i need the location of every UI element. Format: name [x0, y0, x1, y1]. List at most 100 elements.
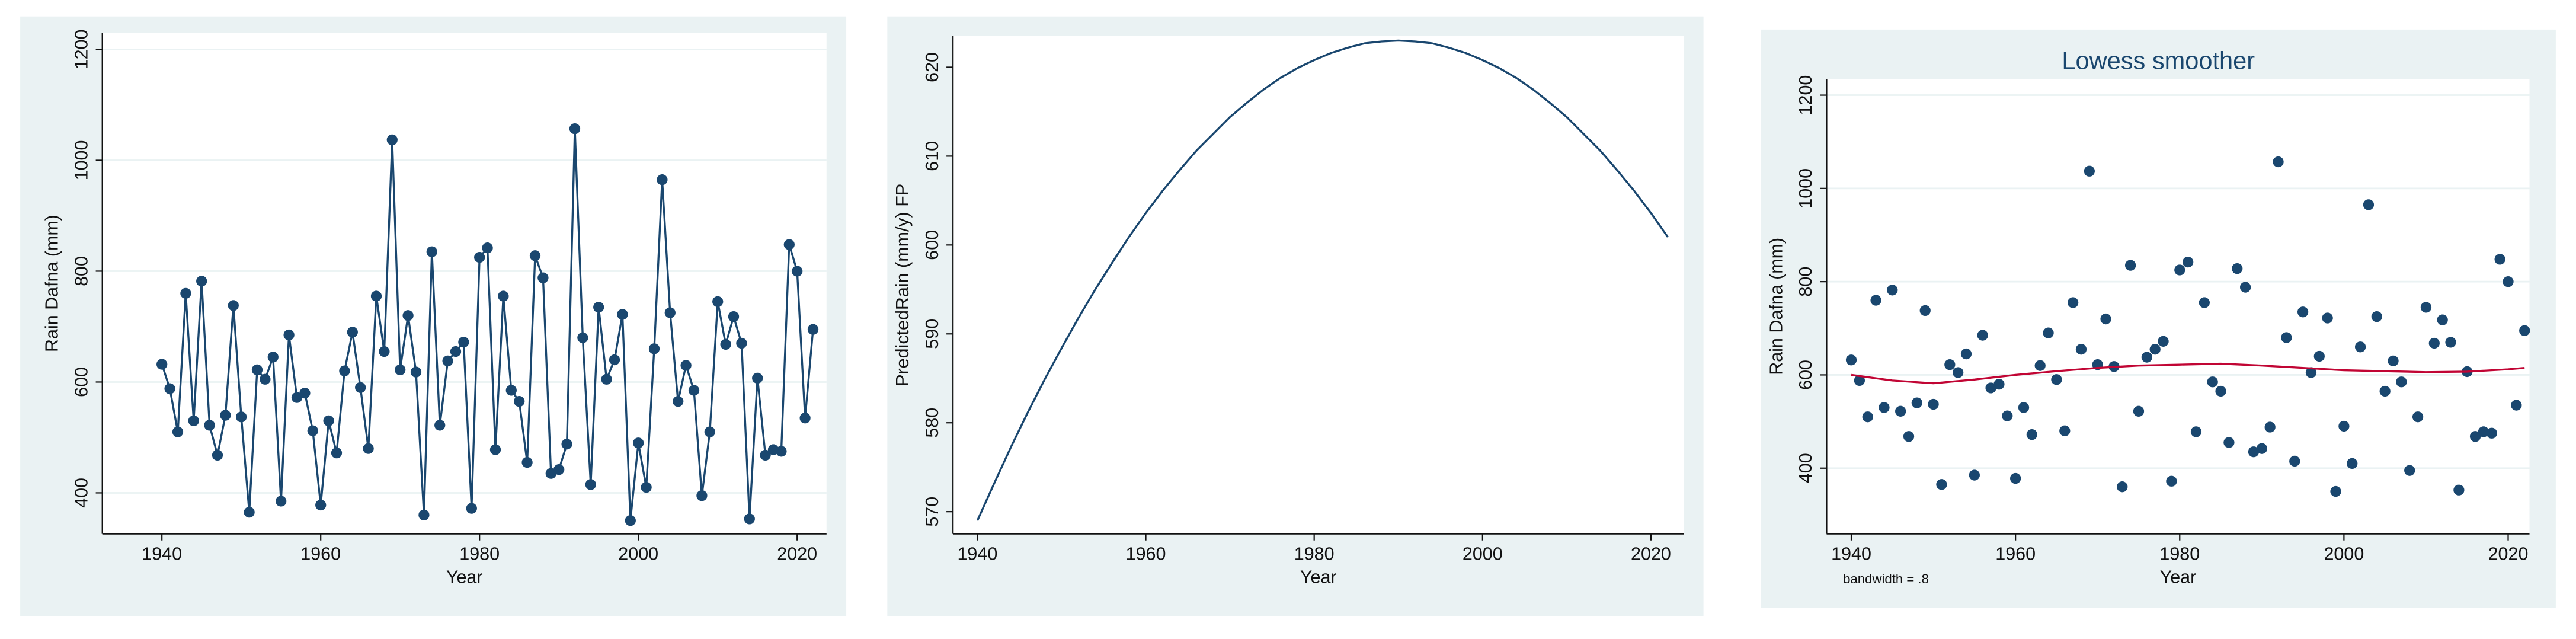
data-point: [482, 242, 493, 254]
data-point: [474, 251, 485, 263]
data-point: [180, 287, 191, 299]
data-point: [569, 123, 581, 135]
data-point: [2084, 165, 2095, 177]
x-axis-title: Year: [446, 567, 483, 587]
data-point: [2051, 374, 2062, 385]
y-tick-label: 800: [71, 256, 91, 286]
data-point: [593, 302, 604, 313]
data-point: [498, 290, 509, 302]
x-tick-label: 1940: [142, 544, 182, 564]
data-point: [799, 413, 811, 424]
data-point: [410, 366, 422, 378]
data-point: [783, 239, 795, 250]
chart-title: Lowess smoother: [2062, 46, 2255, 74]
data-point: [2437, 314, 2448, 325]
data-point: [760, 449, 771, 461]
data-point: [2281, 332, 2292, 343]
data-point: [2264, 421, 2276, 433]
data-point: [323, 415, 334, 427]
data-point: [704, 426, 715, 437]
data-point: [196, 276, 207, 287]
data-point: [617, 309, 628, 320]
data-point: [315, 499, 327, 511]
data-point: [514, 396, 525, 407]
data-point: [664, 307, 676, 318]
x-axis-title: Year: [1300, 567, 1337, 587]
data-point: [2313, 350, 2325, 362]
data-point: [339, 365, 350, 376]
y-tick-label: 1000: [71, 140, 91, 181]
data-point: [2478, 426, 2489, 437]
data-point: [2503, 276, 2514, 287]
data-point: [2273, 156, 2284, 168]
x-tick-label: 2020: [1631, 544, 1671, 564]
data-point: [2018, 402, 2030, 413]
data-point: [1928, 398, 1939, 410]
data-point: [736, 337, 747, 349]
x-tick-label: 1980: [1294, 544, 1335, 564]
data-point: [331, 447, 343, 459]
x-tick-label: 1960: [1995, 544, 2036, 564]
y-tick-label: 600: [71, 367, 91, 397]
data-point: [2100, 313, 2111, 325]
data-point: [402, 310, 414, 321]
data-point: [2075, 344, 2087, 355]
data-point: [386, 134, 398, 146]
data-point: [1879, 402, 1890, 413]
data-point: [2396, 376, 2407, 388]
y-axis-title: Rain Dafna (mm): [42, 215, 62, 352]
data-point: [1960, 348, 1972, 360]
data-point: [2412, 411, 2424, 423]
data-point: [2354, 341, 2366, 353]
data-point: [1862, 411, 1873, 423]
data-point: [648, 343, 660, 354]
data-point: [2404, 465, 2415, 476]
y-tick-label: 620: [922, 52, 942, 82]
data-point: [2388, 355, 2399, 366]
data-point: [2379, 385, 2391, 397]
data-point: [1895, 405, 1906, 417]
data-point: [2330, 485, 2341, 497]
data-point: [2207, 376, 2218, 388]
data-point: [792, 266, 803, 277]
data-point: [1944, 359, 1956, 370]
data-point: [505, 385, 517, 396]
data-point: [2494, 254, 2505, 265]
data-point: [188, 415, 199, 427]
data-point: [585, 479, 596, 490]
plot-area: [102, 33, 827, 534]
data-point: [434, 420, 446, 431]
x-tick-label: 1960: [300, 544, 341, 564]
y-tick-label: 400: [71, 478, 91, 508]
y-tick-label: 610: [922, 141, 942, 171]
data-point: [641, 481, 652, 493]
data-point: [2289, 455, 2300, 467]
data-point: [291, 392, 303, 403]
data-point: [529, 250, 541, 261]
x-tick-label: 2000: [1463, 544, 1503, 564]
data-point: [363, 443, 374, 454]
y-tick-label: 1200: [71, 30, 91, 70]
data-point: [2158, 336, 2169, 347]
data-point: [521, 456, 533, 468]
data-point: [680, 360, 692, 371]
data-point: [2445, 337, 2456, 348]
data-point: [2026, 429, 2038, 440]
data-point: [633, 437, 644, 449]
y-axis-title: PredictedRain (mm/y) FP: [892, 184, 913, 386]
data-point: [2124, 260, 2136, 271]
data-point: [2239, 282, 2251, 293]
data-point: [450, 346, 462, 357]
y-tick-label: 600: [1796, 360, 1816, 390]
data-point: [2182, 256, 2194, 268]
data-point: [2232, 263, 2243, 274]
data-point: [2322, 312, 2333, 324]
data-point: [395, 364, 406, 376]
data-point: [2133, 405, 2145, 417]
y-tick-label: 590: [922, 319, 942, 349]
y-axis-title: Rain Dafna (mm): [1766, 238, 1786, 375]
data-point: [442, 355, 453, 367]
data-point: [2428, 337, 2440, 349]
